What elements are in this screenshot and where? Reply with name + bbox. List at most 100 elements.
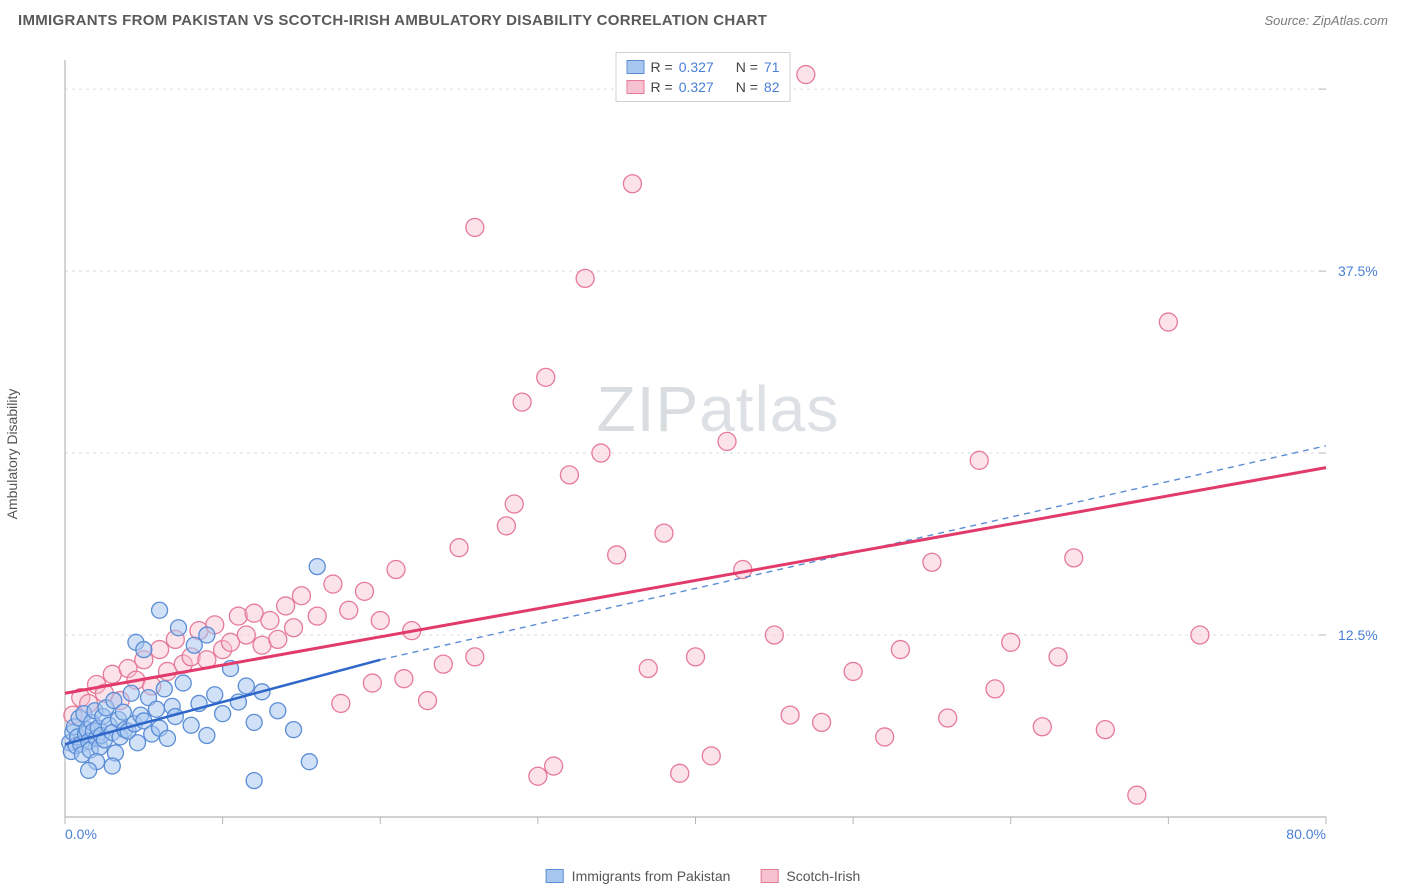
source-name: ZipAtlas.com — [1313, 13, 1388, 28]
data-point — [324, 575, 342, 593]
data-point — [355, 582, 373, 600]
data-point — [292, 587, 310, 605]
legend-n-value: 82 — [764, 79, 780, 95]
data-point — [1033, 718, 1051, 736]
legend-r-value: 0.327 — [679, 79, 714, 95]
data-point — [237, 626, 255, 644]
data-point — [301, 754, 317, 770]
data-point — [104, 758, 120, 774]
data-point — [363, 674, 381, 692]
data-point — [970, 451, 988, 469]
data-point — [199, 727, 215, 743]
data-point — [813, 713, 831, 731]
legend-n-value: 71 — [764, 59, 780, 75]
data-point — [655, 524, 673, 542]
data-point — [623, 175, 641, 193]
data-point — [285, 619, 303, 637]
data-point — [309, 559, 325, 575]
data-point — [576, 269, 594, 287]
legend-swatch — [546, 869, 564, 883]
data-point — [238, 678, 254, 694]
data-point — [939, 709, 957, 727]
data-point — [340, 601, 358, 619]
chart-area: 12.5%37.5%0.0%80.0% ZIPatlas — [50, 50, 1386, 847]
data-point — [497, 517, 515, 535]
data-point — [152, 602, 168, 618]
data-point — [229, 607, 247, 625]
data-point — [148, 701, 164, 717]
y-tick-label: 12.5% — [1338, 627, 1378, 643]
data-point — [261, 611, 279, 629]
data-point — [1002, 633, 1020, 651]
data-point — [123, 685, 139, 701]
data-point — [246, 773, 262, 789]
data-point — [277, 597, 295, 615]
data-point — [466, 648, 484, 666]
data-point — [215, 706, 231, 722]
y-axis-label: Ambulatory Disability — [4, 389, 20, 520]
data-point — [159, 730, 175, 746]
data-point — [81, 762, 97, 778]
data-point — [419, 692, 437, 710]
legend-swatch — [760, 869, 778, 883]
legend-r-label: R = — [651, 79, 673, 95]
data-point — [170, 620, 186, 636]
x-tick-label: 80.0% — [1286, 826, 1326, 842]
data-point — [765, 626, 783, 644]
data-point — [1159, 313, 1177, 331]
data-point — [702, 747, 720, 765]
x-tick-label: 0.0% — [65, 826, 97, 842]
legend-bottom: Immigrants from Pakistan Scotch-Irish — [546, 868, 861, 884]
data-point — [1049, 648, 1067, 666]
data-point — [466, 218, 484, 236]
data-point — [308, 607, 326, 625]
chart-source: Source: ZipAtlas.com — [1264, 13, 1388, 28]
data-point — [781, 706, 799, 724]
legend-n-label: N = — [736, 59, 758, 75]
data-point — [434, 655, 452, 673]
data-point — [592, 444, 610, 462]
legend-n-label: N = — [736, 79, 758, 95]
chart-header: IMMIGRANTS FROM PAKISTAN VS SCOTCH-IRISH… — [0, 0, 1406, 40]
data-point — [687, 648, 705, 666]
data-point — [332, 694, 350, 712]
data-point — [156, 681, 172, 697]
data-point — [1128, 786, 1146, 804]
data-point — [151, 641, 169, 659]
scatter-chart-svg: 12.5% 37.5% 0.0% 80.0% — [50, 50, 1386, 847]
data-point — [246, 714, 262, 730]
data-point — [545, 757, 563, 775]
data-point — [269, 630, 287, 648]
data-point — [923, 553, 941, 571]
data-point — [876, 728, 894, 746]
data-point — [537, 368, 555, 386]
legend-swatch — [627, 60, 645, 74]
data-point — [136, 642, 152, 658]
data-point — [529, 767, 547, 785]
legend-bottom-label: Scotch-Irish — [786, 868, 860, 884]
legend-top-row: R = 0.327 N = 82 — [627, 77, 780, 97]
data-point — [844, 662, 862, 680]
data-point — [286, 722, 302, 738]
chart-title: IMMIGRANTS FROM PAKISTAN VS SCOTCH-IRISH… — [18, 12, 767, 29]
legend-bottom-item: Scotch-Irish — [760, 868, 860, 884]
data-point — [450, 539, 468, 557]
data-point — [270, 703, 286, 719]
data-point — [671, 764, 689, 782]
data-point — [560, 466, 578, 484]
data-point — [639, 660, 657, 678]
y-tick-label: 37.5% — [1338, 263, 1378, 279]
data-point — [1191, 626, 1209, 644]
source-prefix: Source: — [1264, 13, 1312, 28]
data-point — [371, 611, 389, 629]
data-point — [513, 393, 531, 411]
data-point — [175, 675, 191, 691]
legend-r-label: R = — [651, 59, 673, 75]
legend-bottom-item: Immigrants from Pakistan — [546, 868, 731, 884]
data-point — [199, 627, 215, 643]
legend-r-value: 0.327 — [679, 59, 714, 75]
data-point — [505, 495, 523, 513]
legend-top: R = 0.327 N = 71 R = 0.327 N = 82 — [616, 52, 791, 102]
data-point — [608, 546, 626, 564]
data-point — [718, 432, 736, 450]
